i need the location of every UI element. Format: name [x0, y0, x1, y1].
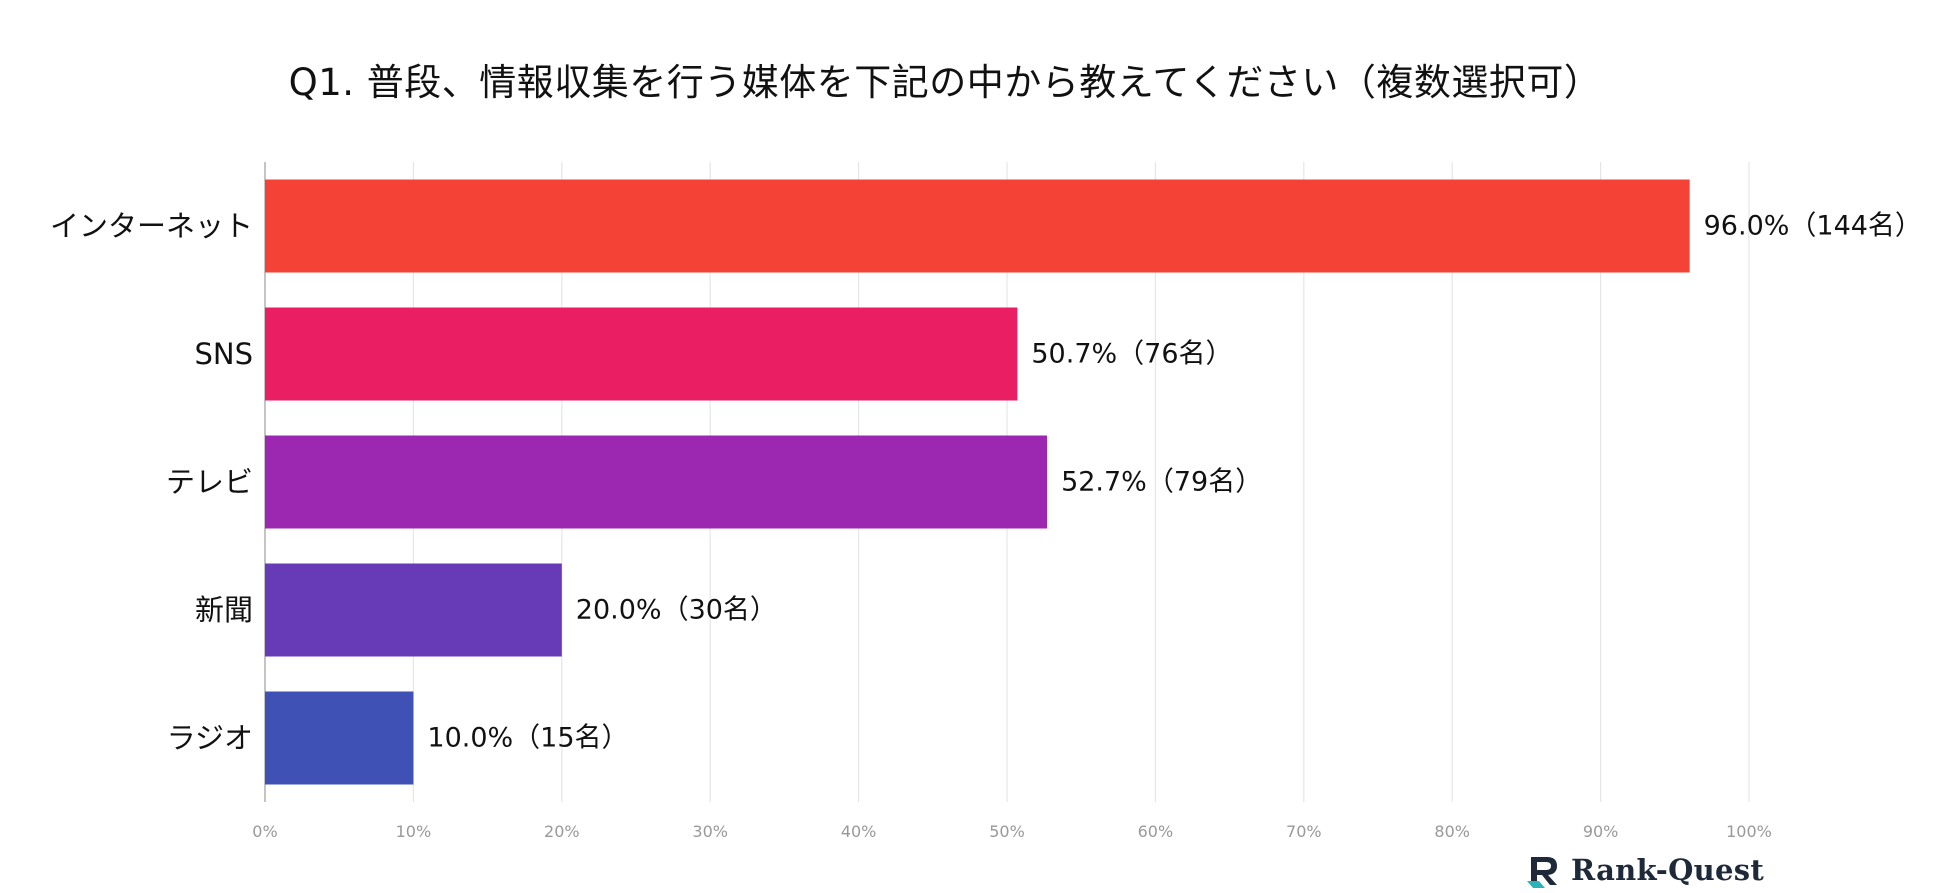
- x-tick-label: 60%: [1138, 822, 1174, 841]
- x-tick-label: 50%: [989, 822, 1025, 841]
- category-label: インターネット: [50, 209, 253, 243]
- x-tick-label: 80%: [1434, 822, 1470, 841]
- data-labels: 96.0%（144名） 50.7%（76名） 52.7%（79名） 20.0%（30名…: [427, 211, 1922, 754]
- bar: [265, 691, 414, 785]
- chart-title: Q1. 普段、情報収集を行う媒体を下記の中から教えてください（複数選択可）: [288, 61, 1602, 104]
- data-label: 96.0%（144名）: [1704, 211, 1922, 242]
- x-tick-label: 90%: [1583, 822, 1619, 841]
- bar: [265, 179, 1690, 273]
- x-axis-ticks: 0% 10% 20% 30% 40% 50% 60% 70% 80% 90% 100%: [252, 822, 1772, 841]
- bar: [265, 307, 1018, 401]
- x-tick-label: 40%: [841, 822, 877, 841]
- category-label: SNS: [194, 337, 253, 371]
- data-label: 20.0%（30名）: [576, 595, 777, 626]
- x-tick-label: 30%: [692, 822, 728, 841]
- category-label: 新聞: [195, 593, 253, 627]
- data-label: 10.0%（15名）: [427, 723, 628, 754]
- bar: [265, 563, 562, 657]
- x-tick-label: 100%: [1726, 822, 1772, 841]
- x-tick-label: 70%: [1286, 822, 1322, 841]
- data-label: 50.7%（76名）: [1031, 339, 1232, 370]
- rank-quest-logo-icon: [1527, 857, 1557, 888]
- bar-series: [265, 179, 1690, 785]
- x-tick-label: 20%: [544, 822, 580, 841]
- brand-logo-text: Rank-Quest: [1571, 853, 1765, 887]
- brand-logo: Rank-Quest: [1525, 850, 1764, 890]
- bar: [265, 435, 1048, 529]
- x-tick-label: 0%: [252, 822, 277, 841]
- category-label: テレビ: [166, 465, 253, 499]
- x-tick-label: 10%: [396, 822, 432, 841]
- category-label: ラジオ: [167, 721, 253, 755]
- data-label: 52.7%（79名）: [1061, 467, 1262, 498]
